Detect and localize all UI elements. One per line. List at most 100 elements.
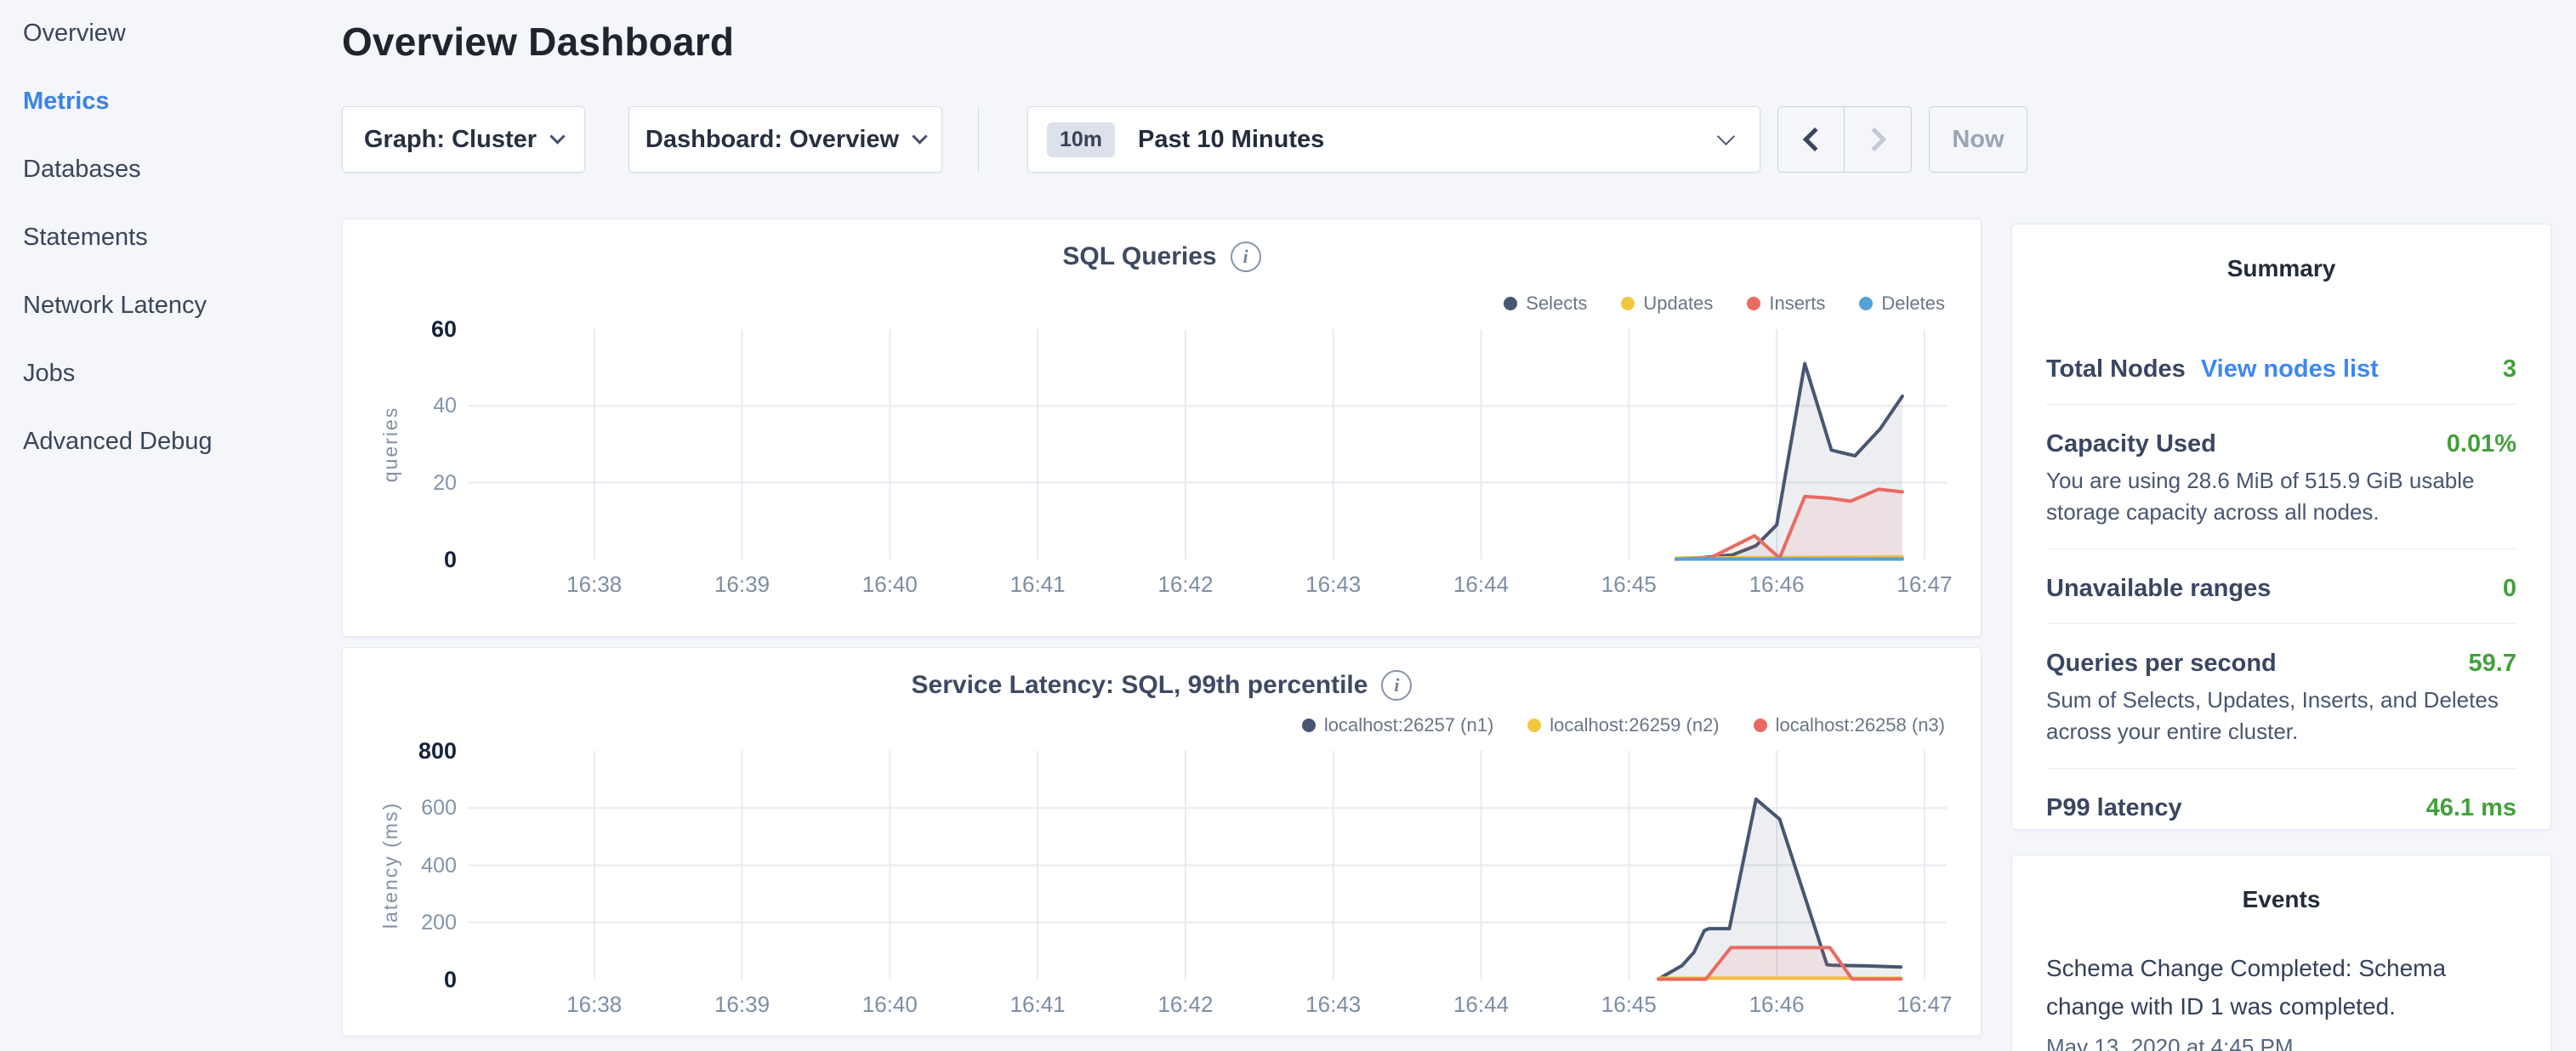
x-tick-label: 16:44 (1453, 571, 1510, 597)
chart-title: Service Latency: SQL, 99th percentile (911, 671, 1368, 699)
info-icon[interactable]: i (1230, 241, 1261, 272)
summary-panel: Summary Total Nodes View nodes list 3 Ca… (2011, 224, 2551, 830)
legend-label: localhost:26259 (n2) (1550, 714, 1720, 736)
chart-title: SQL Queries (1062, 242, 1217, 270)
sql-queries-chart-card: SQL Queries i Selects Updates Inserts Delet… (342, 219, 1982, 637)
summary-row-subtext: Sum of Selects, Updates, Inserts, and De… (2046, 687, 2499, 744)
prev-time-button[interactable] (1778, 107, 1845, 172)
summary-row-label: P99 latency (2046, 794, 2182, 821)
y-tick-label: 400 (421, 853, 457, 878)
y-tick-label: 20 (433, 470, 457, 495)
time-range-label: Past 10 Minutes (1138, 125, 1325, 153)
controls-row: Graph: Cluster Dashboard: Overview 10m P… (342, 106, 2043, 173)
chart-plot-area[interactable]: 0 200 400 600 800 16:38 16:39 16:40 16:41 16:42 16… (418, 738, 1953, 1017)
sidebar-item-overview[interactable]: Overview (23, 20, 126, 47)
sidebar-item-metrics[interactable]: Metrics (23, 88, 110, 115)
chevron-down-icon (912, 128, 928, 145)
time-range-dropdown[interactable]: 10m Past 10 Minutes (1027, 106, 1760, 173)
x-tick-label: 16:47 (1896, 571, 1953, 597)
summary-row-label: Total Nodes (2046, 355, 2186, 383)
x-tick-label: 16:40 (862, 571, 918, 597)
sidebar-item-network-latency[interactable]: Network Latency (23, 292, 207, 319)
sidebar-item-advanced-debug[interactable]: Advanced Debug (23, 428, 213, 455)
sidebar-item-jobs[interactable]: Jobs (23, 360, 76, 387)
event-timestamp: May 13, 2020 at 4:45 PM (2046, 1034, 2294, 1051)
chart-canvas[interactable] (469, 329, 1947, 561)
legend-item[interactable]: localhost:26259 (n2) (1527, 714, 1720, 736)
x-tick-label: 16:42 (1157, 991, 1214, 1017)
x-tick-label: 16:42 (1157, 571, 1214, 597)
time-pager (1777, 106, 1912, 173)
summary-row-label: Queries per second (2046, 650, 2277, 677)
graph-dropdown-label: Graph: Cluster (363, 125, 537, 153)
events-title: Events (2242, 886, 2321, 912)
controls-divider (978, 106, 979, 173)
x-tick-label: 16:43 (1305, 571, 1362, 597)
next-time-button[interactable] (1845, 107, 1911, 172)
sidebar-item-statements[interactable]: Statements (23, 224, 148, 251)
x-tick-label: 16:47 (1896, 991, 1953, 1017)
summary-row-value: 3 (2502, 355, 2516, 383)
graph-dropdown[interactable]: Graph: Cluster (342, 106, 585, 173)
chart-plot-area[interactable]: 0 20 40 60 16:38 16:39 16:40 16:41 16:42 16:43 16:… (431, 316, 1953, 597)
legend-item[interactable]: localhost:26257 (n1) (1301, 714, 1494, 736)
legend-item[interactable]: Selects (1504, 293, 1587, 315)
summary-row-value: 0 (2502, 575, 2516, 602)
legend-item[interactable]: Updates (1621, 293, 1713, 315)
y-tick-label: 40 (433, 394, 457, 418)
now-button[interactable]: Now (1929, 106, 2027, 173)
x-tick-label: 16:38 (566, 571, 623, 597)
legend-label: Deletes (1881, 293, 1945, 314)
time-range-badge: 10m (1047, 122, 1116, 157)
legend-item[interactable]: localhost:26258 (n3) (1753, 714, 1945, 736)
legend-label: Inserts (1769, 293, 1826, 314)
sidebar-item-databases[interactable]: Databases (23, 156, 141, 183)
legend-dot-icon (1621, 297, 1635, 310)
dashboard-dropdown[interactable]: Dashboard: Overview (628, 106, 942, 173)
dashboard-dropdown-label: Dashboard: Overview (645, 125, 900, 153)
legend-item[interactable]: Inserts (1747, 293, 1825, 315)
legend-label: localhost:26258 (n3) (1775, 714, 1945, 736)
legend-dot-icon (1527, 719, 1542, 732)
y-axis-unit: queries (372, 329, 410, 560)
view-nodes-list-link[interactable]: View nodes list (2200, 355, 2379, 383)
summary-row-value: 46.1 ms (2425, 794, 2516, 821)
x-tick-label: 16:46 (1749, 571, 1805, 597)
summary-row-label: Unavailable ranges (2046, 575, 2272, 602)
y-tick-label: 200 (421, 910, 457, 935)
summary-title: Summary (2226, 255, 2336, 281)
y-tick-label: 0 (443, 547, 457, 572)
summary-row-unavailable-ranges: Unavailable ranges 0 (2046, 548, 2516, 623)
x-tick-label: 16:44 (1453, 991, 1510, 1017)
legend-dot-icon (1504, 297, 1518, 310)
legend-label: localhost:26257 (n1) (1323, 714, 1494, 736)
page-title: Overview Dashboard (342, 20, 735, 64)
events-panel: Events Schema Change Completed: Schema c… (2011, 855, 2551, 1051)
x-tick-label: 16:43 (1305, 991, 1362, 1017)
x-tick-label: 16:40 (862, 991, 918, 1017)
info-icon[interactable]: i (1381, 670, 1413, 701)
y-tick-label: 800 (418, 738, 457, 764)
summary-row-value: 0.01% (2446, 430, 2516, 457)
chevron-down-icon (1716, 127, 1736, 146)
legend-dot-icon (1747, 297, 1761, 310)
summary-row-capacity-used: Capacity Used 0.01% You are using 28.6 M… (2046, 404, 2516, 548)
chart-canvas[interactable] (469, 751, 1947, 981)
summary-row-total-nodes: Total Nodes View nodes list 3 (2046, 330, 2516, 404)
event-text: Schema Change Completed: Schema change w… (2046, 955, 2447, 1020)
x-tick-label: 16:45 (1601, 991, 1657, 1017)
chart-legend: localhost:26257 (n1) localhost:26259 (n2)… (1301, 714, 1945, 736)
summary-row-queries-per-second: Queries per second 59.7 Sum of Selects, … (2046, 623, 2516, 768)
event-list-item: Schema Change Completed: Schema change w… (2046, 949, 2516, 1051)
summary-row-value: 59.7 (2468, 650, 2516, 677)
chevron-right-icon (1862, 127, 1887, 152)
x-tick-label: 16:39 (714, 571, 771, 597)
chevron-down-icon (549, 128, 566, 145)
y-tick-label: 60 (430, 316, 457, 342)
service-latency-chart-card: Service Latency: SQL, 99th percentile i … (342, 647, 1982, 1037)
legend-item[interactable]: Deletes (1859, 293, 1945, 315)
legend-label: Updates (1643, 293, 1714, 314)
legend-dot-icon (1301, 719, 1316, 732)
x-tick-label: 16:45 (1601, 571, 1657, 597)
